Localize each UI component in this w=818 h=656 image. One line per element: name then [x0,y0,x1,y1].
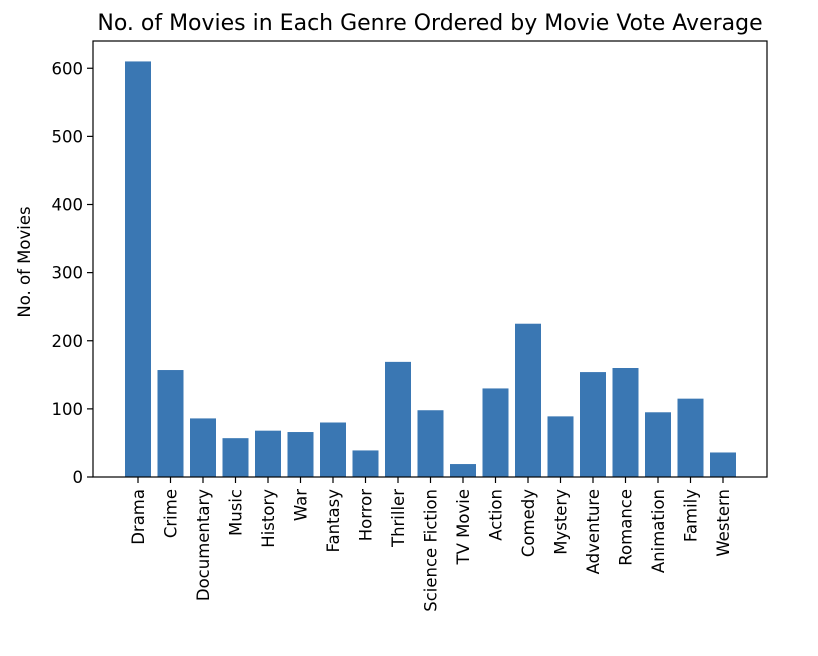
bar-documentary [190,418,216,477]
y-axis-label: No. of Movies [15,206,34,317]
x-tick-label: Adventure [584,489,603,574]
x-tick-label: TV Movie [454,489,473,565]
x-tick-label: Animation [649,489,668,573]
bar-war [287,432,314,477]
bar-tv-movie [450,464,476,477]
bar-family [677,398,704,477]
bar-music [222,438,249,477]
x-tick-label: Comedy [519,489,538,557]
bar-western [710,452,736,477]
x-tick-label: Music [227,489,246,536]
bar-history [255,430,281,477]
y-tick-label: 200 [52,332,84,351]
x-tick-label: Mystery [552,489,571,555]
bar-action [482,388,509,477]
x-tick-label: Thriller [389,489,408,548]
bar-horror [352,450,379,477]
bar-drama [125,61,151,477]
y-tick-label: 0 [73,468,84,487]
y-tick-label: 300 [52,264,84,283]
x-tick-label: Crime [162,489,181,538]
x-tick-label: Action [487,489,506,541]
bar-crime [157,370,184,477]
bar-animation [645,412,671,477]
y-tick-label: 400 [52,196,84,215]
x-tick-label: Science Fiction [422,489,441,612]
bar-romance [612,368,639,477]
x-tick-label: Documentary [194,489,213,601]
bar-adventure [580,372,606,477]
plot-area: 0 100 200 300 400 500 600 Drama Crime Documentary… [52,40,768,612]
y-tick-label: 500 [52,127,84,146]
y-tick-label: 600 [52,59,84,78]
x-tick-label: Horror [357,489,376,542]
y-tick-label: 100 [52,400,84,419]
bar-comedy [515,323,541,477]
x-tick-label: Western [714,489,733,557]
bar-fantasy [320,422,346,477]
bar-science-fiction [417,410,444,477]
x-tick-label: Family [682,489,701,542]
x-tick-label: Fantasy [324,489,343,553]
x-tick-label: War [292,489,311,521]
x-tick-label: History [259,489,278,548]
bar-thriller [385,361,411,477]
chart-title: No. of Movies in Each Genre Ordered by M… [97,11,762,36]
bar-mystery [547,416,574,477]
x-tick-label: Drama [129,489,148,545]
x-tick-label: Romance [617,489,636,566]
